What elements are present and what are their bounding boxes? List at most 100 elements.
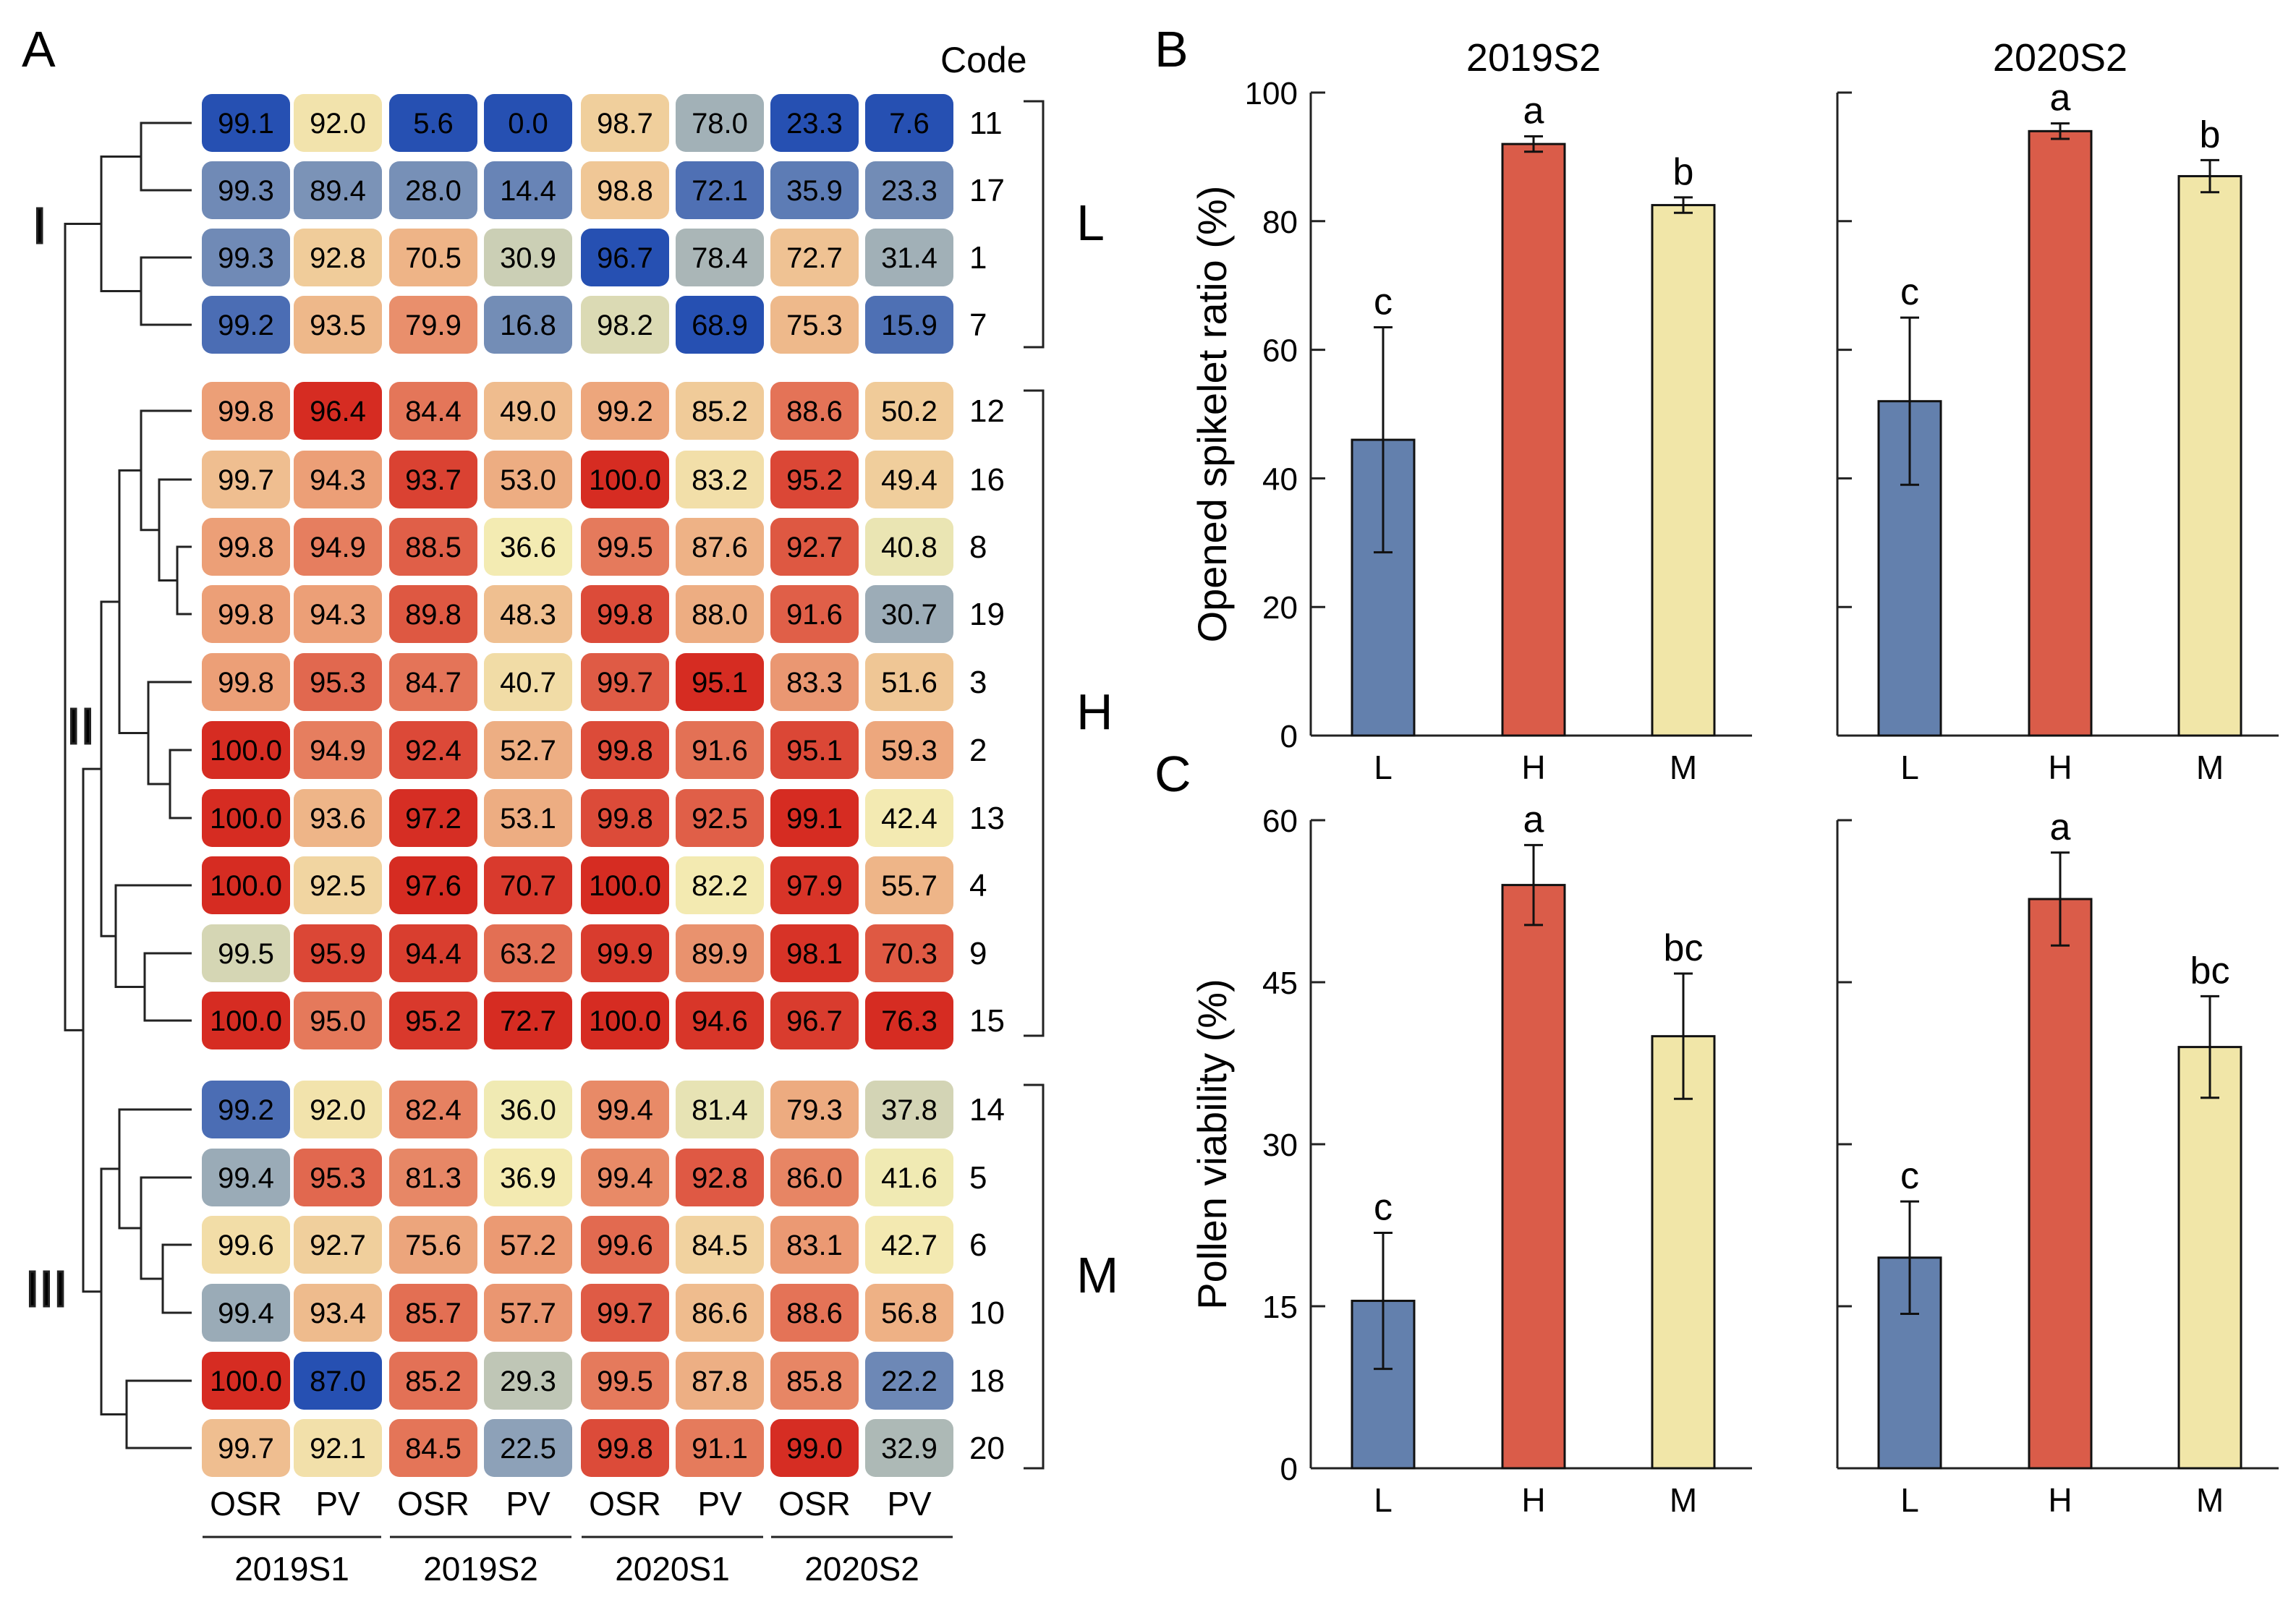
heatmap-cell <box>294 518 382 576</box>
cluster-letter: M <box>1076 1247 1118 1303</box>
row-code: 12 <box>969 393 1005 429</box>
heatmap-cell <box>865 1081 953 1138</box>
cell-value: 36.9 <box>500 1162 556 1194</box>
cell-value: 72.1 <box>692 175 748 207</box>
heatmap-cell <box>865 1352 953 1410</box>
heatmap-cell <box>484 161 572 219</box>
row-code: 6 <box>969 1227 987 1263</box>
significance-letter: b <box>2200 114 2221 156</box>
dendrogram-branch <box>140 122 192 192</box>
cell-value: 92.8 <box>692 1162 748 1194</box>
cell-value: 23.3 <box>881 175 937 207</box>
heatmap-cell <box>676 992 764 1049</box>
heatmap-cell <box>294 451 382 508</box>
heatmap-cell <box>389 721 477 779</box>
cell-value: 89.8 <box>405 599 462 631</box>
heatmap-cell <box>484 856 572 914</box>
cell-value: 92.7 <box>310 1230 366 1261</box>
cell-value: 98.2 <box>597 310 653 341</box>
cell-value: 75.3 <box>786 310 843 341</box>
heatmap-cell <box>389 924 477 982</box>
pollen-viability-panel: C <box>1155 746 1191 802</box>
cell-value: 92.7 <box>786 532 843 563</box>
x-tick-label: L <box>1374 1481 1393 1519</box>
heatmap-cell <box>484 1352 572 1410</box>
significance-letter: bc <box>1664 927 1704 969</box>
heatmap-cell <box>202 1419 290 1477</box>
cell-value: 98.1 <box>786 938 843 970</box>
heatmap-cell <box>294 382 382 440</box>
cell-value: 72.7 <box>500 1005 556 1037</box>
column-label: OSR <box>210 1485 282 1523</box>
heatmap-cell <box>294 94 382 152</box>
row-code: 11 <box>969 106 1003 141</box>
cell-value: 99.5 <box>218 938 274 970</box>
cell-value: 53.1 <box>500 803 556 835</box>
heatmap-cell <box>484 924 572 982</box>
cell-value: 87.0 <box>310 1366 366 1397</box>
cell-value: 0.0 <box>508 108 548 140</box>
cell-value: 99.5 <box>597 532 653 563</box>
cell-value: 22.5 <box>500 1433 556 1465</box>
cell-value: 63.2 <box>500 938 556 970</box>
heatmap-cell <box>389 1149 477 1206</box>
cell-value: 91.6 <box>692 735 748 767</box>
cell-value: 95.3 <box>310 667 366 699</box>
column-label: OSR <box>589 1485 661 1523</box>
heatmap-cell <box>865 1419 953 1477</box>
cell-value: 30.7 <box>881 599 937 631</box>
cluster-bracket <box>1024 1083 1045 1470</box>
heatmap-cell <box>770 653 859 711</box>
cell-value: 42.4 <box>881 803 937 835</box>
cell-value: 93.4 <box>310 1298 366 1329</box>
cell-value: 16.8 <box>500 310 556 341</box>
dendrogram-branch <box>118 469 148 734</box>
cell-value: 95.1 <box>692 667 748 699</box>
column-label: OSR <box>397 1485 469 1523</box>
cell-value: 84.5 <box>405 1433 462 1465</box>
code-header: Code <box>940 40 1027 80</box>
cell-value: 99.6 <box>597 1230 653 1261</box>
cell-value: 49.0 <box>500 396 556 427</box>
x-tick-label: H <box>1521 749 1545 786</box>
cell-value: 97.6 <box>405 870 462 902</box>
heatmap-cell <box>484 1419 572 1477</box>
cell-value: 92.8 <box>310 242 366 274</box>
heatmap-cell <box>581 1284 669 1342</box>
y-tick-label: 80 <box>1262 205 1298 240</box>
cell-value: 83.1 <box>786 1230 843 1261</box>
cell-value: 88.6 <box>786 396 843 427</box>
dendrogram-branch <box>82 767 101 1293</box>
heatmap-cell <box>865 721 953 779</box>
heatmap-cell <box>676 1419 764 1477</box>
cell-value: 94.3 <box>310 464 366 496</box>
heatmap-cell <box>389 229 477 286</box>
x-tick-label: L <box>1900 749 1919 786</box>
cell-value: 75.6 <box>405 1230 462 1261</box>
cell-value: 99.6 <box>218 1230 274 1261</box>
row-code: 10 <box>969 1295 1005 1331</box>
row-code: 3 <box>969 665 987 700</box>
heatmap-cell <box>676 296 764 354</box>
significance-letter: a <box>2050 806 2071 848</box>
significance-letter: c <box>1900 1155 1919 1197</box>
heatmap-cell <box>581 585 669 643</box>
cell-value: 81.4 <box>692 1094 748 1126</box>
cell-value: 99.5 <box>597 1366 653 1397</box>
cell-value: 96.7 <box>786 1005 843 1037</box>
cell-value: 100.0 <box>210 870 282 902</box>
heatmap-cell <box>202 382 290 440</box>
cell-value: 95.2 <box>786 464 843 496</box>
cell-value: 99.8 <box>218 599 274 631</box>
bar <box>2028 129 2093 737</box>
cell-value: 99.7 <box>218 464 274 496</box>
heatmap-cell <box>865 653 953 711</box>
heatmap-cell <box>202 1284 290 1342</box>
dendrogram-branch <box>114 884 192 988</box>
y-tick-label: 15 <box>1262 1290 1298 1325</box>
heatmap-cell <box>770 1149 859 1206</box>
heatmap-cell <box>484 451 572 508</box>
cell-value: 49.4 <box>881 464 937 496</box>
heatmap-cell <box>865 924 953 982</box>
